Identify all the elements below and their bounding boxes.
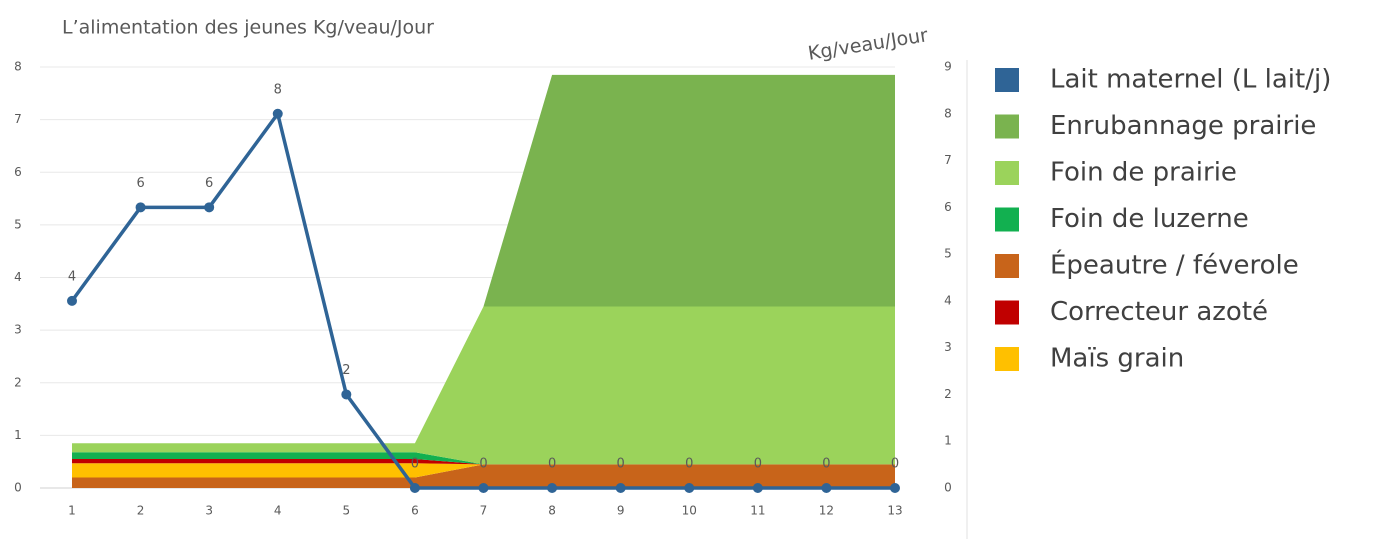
x-tick-label: 3 bbox=[205, 504, 213, 518]
point bbox=[752, 483, 763, 493]
point bbox=[135, 202, 146, 213]
y2-tick-label: 1 bbox=[944, 434, 952, 448]
y-tick-label: 6 bbox=[14, 165, 22, 179]
legend-label: Correcteur azoté bbox=[1050, 297, 1268, 327]
point bbox=[890, 483, 900, 493]
y2-tick-label: 3 bbox=[944, 340, 952, 354]
x-tick-label: 13 bbox=[887, 504, 902, 518]
chart-title: L’alimentation des jeunes Kg/veau/Jour bbox=[62, 17, 434, 39]
data-label: 0 bbox=[822, 457, 830, 472]
data-label: 0 bbox=[685, 457, 693, 472]
x-tick-label: 6 bbox=[411, 504, 419, 518]
legend-label: Maïs grain bbox=[1050, 344, 1184, 374]
point bbox=[615, 483, 626, 493]
data-label: 0 bbox=[617, 457, 625, 472]
x-tick-label: 5 bbox=[343, 504, 351, 518]
x-tick-label: 9 bbox=[617, 504, 625, 518]
y2-tick-label: 9 bbox=[944, 60, 952, 74]
x-tick-label: 7 bbox=[480, 504, 488, 518]
y2-tick-label: 7 bbox=[944, 153, 952, 167]
data-label: 0 bbox=[479, 457, 487, 472]
point bbox=[409, 483, 420, 493]
area bbox=[72, 459, 895, 465]
legend-swatch bbox=[995, 161, 1019, 185]
y2-tick-label: 0 bbox=[944, 481, 952, 495]
y2-tick-label: 5 bbox=[944, 247, 952, 261]
legend-swatch bbox=[995, 254, 1019, 278]
area bbox=[72, 452, 895, 465]
y2-tick-label: 4 bbox=[944, 293, 952, 307]
point bbox=[478, 483, 489, 493]
point bbox=[821, 483, 832, 493]
x-tick-label: 2 bbox=[137, 504, 145, 518]
y2-tick-label: 2 bbox=[944, 387, 952, 401]
y2-tick-label: 8 bbox=[944, 106, 952, 120]
legend-label: Lait maternel (L lait/j) bbox=[1050, 65, 1331, 95]
y-tick-label: 1 bbox=[14, 428, 22, 442]
legend-swatch bbox=[995, 68, 1019, 92]
area bbox=[72, 306, 895, 465]
point bbox=[67, 295, 77, 306]
data-label: 6 bbox=[136, 176, 144, 191]
point bbox=[684, 483, 695, 493]
legend-swatch bbox=[995, 347, 1019, 371]
data-label: 0 bbox=[891, 457, 899, 472]
y-tick-label: 7 bbox=[14, 112, 22, 126]
y2-tick-label: 6 bbox=[944, 200, 952, 214]
legend-label: Enrubannage prairie bbox=[1050, 111, 1316, 141]
data-label: 2 bbox=[342, 363, 350, 378]
y-tick-label: 8 bbox=[14, 60, 22, 74]
legend-swatch bbox=[995, 300, 1019, 325]
data-label: 0 bbox=[411, 457, 419, 472]
legend-swatch bbox=[995, 114, 1019, 139]
y-tick-label: 2 bbox=[14, 375, 22, 389]
area bbox=[72, 464, 895, 488]
legend-label: Foin de luzerne bbox=[1050, 204, 1249, 234]
x-tick-label: 8 bbox=[548, 504, 556, 518]
data-label: 6 bbox=[205, 176, 213, 191]
area bbox=[72, 74, 895, 444]
point bbox=[547, 483, 558, 493]
data-label: 0 bbox=[548, 457, 556, 472]
data-label: 0 bbox=[754, 457, 762, 472]
x-tick-label: 4 bbox=[274, 504, 282, 518]
data-label: 8 bbox=[274, 82, 282, 97]
data-label: 4 bbox=[68, 269, 76, 284]
legend-swatch bbox=[995, 207, 1019, 232]
y-tick-label: 4 bbox=[14, 270, 22, 284]
x-tick-label: 1 bbox=[68, 504, 76, 518]
point bbox=[272, 108, 283, 119]
legend-label: Foin de prairie bbox=[1050, 158, 1237, 188]
x-tick-label: 10 bbox=[682, 504, 697, 518]
y2-axis-label: Kg/veau/Jour bbox=[806, 24, 929, 65]
legend-label: Épeautre / féverole bbox=[1050, 249, 1299, 281]
area bbox=[72, 463, 895, 478]
y-tick-label: 0 bbox=[14, 481, 22, 495]
x-tick-label: 12 bbox=[819, 504, 834, 518]
y-tick-label: 5 bbox=[14, 217, 22, 231]
point bbox=[341, 389, 352, 400]
y-tick-label: 3 bbox=[14, 323, 22, 337]
point bbox=[204, 202, 215, 213]
x-tick-label: 11 bbox=[750, 504, 765, 518]
